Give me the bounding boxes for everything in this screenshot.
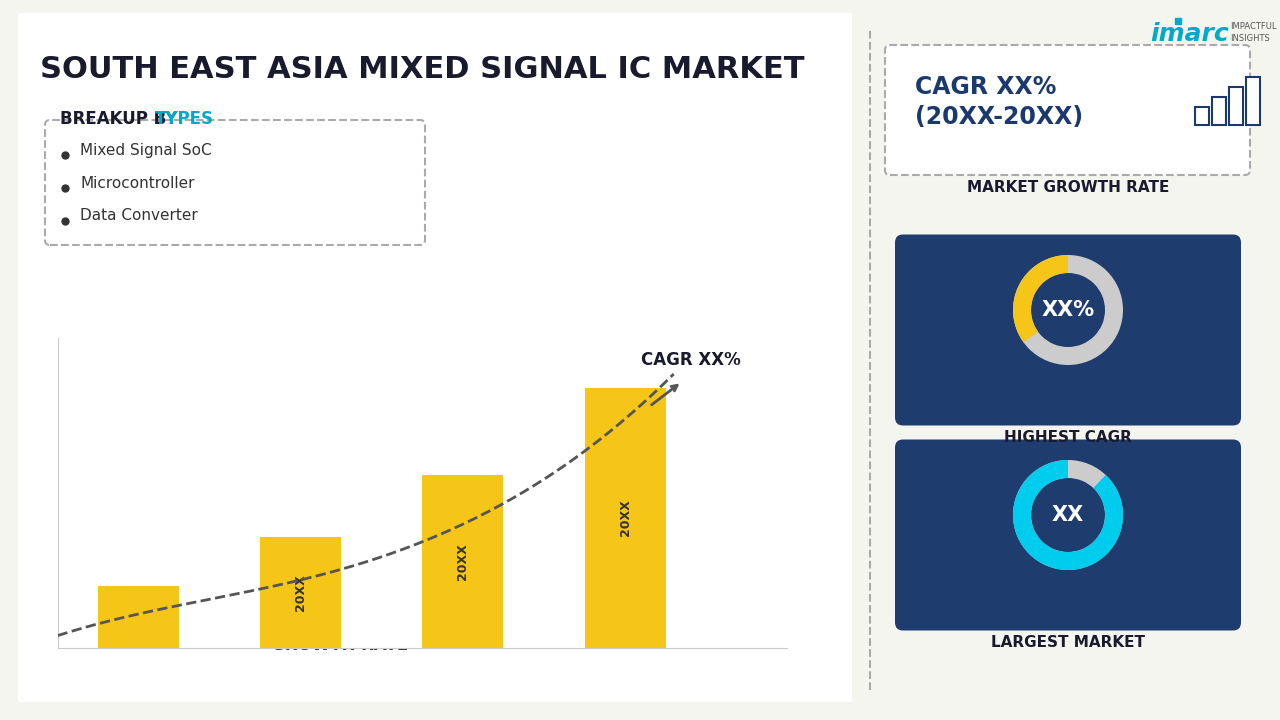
FancyBboxPatch shape	[895, 439, 1242, 631]
Text: Data Converter: Data Converter	[79, 209, 197, 223]
FancyBboxPatch shape	[45, 120, 425, 245]
Bar	[1229, 87, 1243, 125]
Bar	[99, 586, 179, 648]
Text: Mixed Signal SoC: Mixed Signal SoC	[79, 143, 211, 158]
Text: BREAKUP BY: BREAKUP BY	[60, 110, 183, 128]
Text: (20XX-20XX): (20XX-20XX)	[915, 105, 1083, 129]
Text: CAGR XX%: CAGR XX%	[915, 75, 1056, 99]
Bar	[1245, 77, 1260, 125]
Bar	[1196, 107, 1210, 125]
Bar	[422, 474, 503, 648]
Text: MARKET GROWTH RATE: MARKET GROWTH RATE	[966, 180, 1169, 195]
Text: SOUTH EAST ASIA MIXED SIGNAL IC MARKET: SOUTH EAST ASIA MIXED SIGNAL IC MARKET	[40, 55, 805, 84]
Text: XX%: XX%	[1042, 300, 1094, 320]
Text: 20XX: 20XX	[457, 543, 470, 580]
Text: IMPACTFUL
INSIGHTS: IMPACTFUL INSIGHTS	[1230, 22, 1276, 42]
Text: CAGR XX%: CAGR XX%	[641, 351, 741, 369]
Text: 20XX: 20XX	[294, 574, 307, 611]
Text: TYPES: TYPES	[155, 110, 214, 128]
Bar	[1212, 97, 1226, 125]
FancyBboxPatch shape	[895, 235, 1242, 426]
Bar	[260, 536, 342, 648]
Text: HIGHEST CAGR: HIGHEST CAGR	[1004, 430, 1132, 445]
Wedge shape	[1012, 460, 1123, 570]
Text: 20XX: 20XX	[618, 500, 631, 536]
Text: GROWTH RATE: GROWTH RATE	[271, 636, 408, 654]
Text: XX: XX	[1052, 505, 1084, 525]
FancyBboxPatch shape	[884, 45, 1251, 175]
Wedge shape	[1012, 460, 1123, 570]
Text: LARGEST MARKET: LARGEST MARKET	[991, 635, 1146, 650]
FancyBboxPatch shape	[18, 13, 852, 702]
Text: Microcontroller: Microcontroller	[79, 176, 195, 191]
Bar	[585, 388, 666, 648]
Text: imarc: imarc	[1151, 22, 1229, 46]
Wedge shape	[1012, 255, 1123, 365]
Wedge shape	[1012, 255, 1068, 342]
